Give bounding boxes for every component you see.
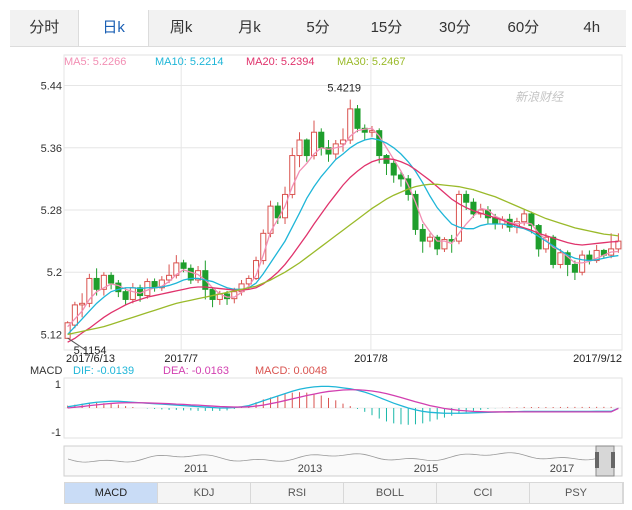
candle-body <box>180 262 187 269</box>
candle-body <box>289 155 296 195</box>
navigator-series <box>67 452 597 463</box>
candle-body <box>419 228 426 242</box>
candle-body <box>93 277 100 290</box>
ma-legend-2: MA20: 5.2394 <box>246 56 315 68</box>
macd-value-label: MACD: 0.0048 <box>255 365 327 377</box>
candle-body <box>303 139 310 157</box>
candle-body <box>455 193 462 242</box>
candle-body <box>296 139 303 157</box>
candle-body <box>521 213 528 223</box>
candle-body <box>274 205 281 219</box>
tab-indicator-macd[interactable]: MACD <box>65 483 158 503</box>
candle-body <box>318 131 325 149</box>
candle-body <box>593 249 600 262</box>
candle-body <box>129 287 136 300</box>
y-tick-label: 5.28 <box>41 205 62 217</box>
candle-body <box>325 147 332 155</box>
candle-body <box>187 267 194 281</box>
tab-period-2[interactable]: 周k <box>169 19 193 36</box>
candle-body <box>441 239 448 250</box>
candle-body <box>209 288 216 300</box>
tab-period-8[interactable]: 4h <box>583 19 601 36</box>
navigator-year-label: 2015 <box>414 463 438 475</box>
y-tick-label: 5.36 <box>41 143 62 155</box>
macd-y-label-top: 1 <box>55 379 61 391</box>
tab-period-4[interactable]: 5分 <box>306 19 330 36</box>
tab-period-5[interactable]: 15分 <box>370 19 403 36</box>
x-axis-label: 2017/9/12 <box>573 353 622 365</box>
tab-indicator-boll[interactable]: BOLL <box>344 483 437 503</box>
tab-period-7[interactable]: 60分 <box>507 19 540 36</box>
tab-indicator-psy[interactable]: PSY <box>530 483 623 503</box>
ma-legend-3: MA30: 5.2467 <box>337 56 406 68</box>
candle-body <box>571 263 578 273</box>
macd-dif-label: DIF: -0.0139 <box>73 365 134 377</box>
candle-body <box>434 236 441 250</box>
tab-indicator-rsi[interactable]: RSI <box>251 483 344 503</box>
macd-title: MACD <box>30 365 62 377</box>
candle-body <box>122 291 129 300</box>
candle-body <box>347 108 354 141</box>
ma30-line <box>67 183 619 336</box>
candle-body <box>245 277 252 285</box>
tab-period-3[interactable]: 月k <box>238 19 261 36</box>
min-price-pointer <box>67 337 86 351</box>
candle-body <box>412 193 419 230</box>
x-axis-label: 2017/6/13 <box>66 353 115 365</box>
max-price-label: 5.4219 <box>327 83 361 95</box>
candle-body <box>579 254 586 273</box>
candle-body <box>557 252 564 265</box>
y-tick-label: 5.44 <box>41 81 62 93</box>
tab-period-1[interactable]: 日k <box>78 10 149 46</box>
tab-indicator-cci[interactable]: CCI <box>437 483 530 503</box>
tab-period-0[interactable]: 分时 <box>29 19 60 36</box>
indicator-tabs: MACD KDJ RSI BOLL CCI PSY <box>64 482 624 504</box>
candle-body <box>426 236 433 242</box>
y-tick-label: 5.12 <box>41 329 62 341</box>
period-tabs: 分时 日k 周k 月k 5分 15分 30分 60分 4h <box>10 10 626 47</box>
x-axis-label: 2017/8 <box>354 353 388 365</box>
tab-indicator-kdj[interactable]: KDJ <box>158 483 251 503</box>
candle-body <box>463 193 470 203</box>
navigator-year-label: 2017 <box>550 463 574 475</box>
macd-y-label-bottom: -1 <box>51 427 61 439</box>
ma20-line <box>67 158 619 343</box>
ma10-line <box>67 137 619 335</box>
min-price-label: 5.1154 <box>74 345 107 357</box>
candle-body <box>108 274 115 284</box>
watermark: 新浪财经 <box>515 90 565 104</box>
ma-legend-0: MA5: 5.2266 <box>64 56 126 68</box>
tab-period-6[interactable]: 30分 <box>439 19 471 36</box>
navigator-track[interactable] <box>63 445 623 477</box>
navigator-year-label: 2011 <box>184 463 208 475</box>
navigator-year-label: 2013 <box>298 463 322 475</box>
candle-body <box>550 236 557 265</box>
candle-body <box>390 162 397 176</box>
candle-body <box>100 274 107 290</box>
ma-legend-1: MA10: 5.2214 <box>155 56 224 68</box>
x-axis-label: 2017/7 <box>164 353 198 365</box>
candle-body <box>71 304 78 326</box>
candle-body <box>354 108 361 129</box>
navigator-handle-right[interactable] <box>611 452 615 468</box>
candle-body <box>310 131 318 157</box>
y-tick-label: 5.2 <box>47 267 62 279</box>
candle-body <box>166 274 173 281</box>
candle-body <box>79 302 86 306</box>
candle-body <box>528 213 535 227</box>
candle-body <box>376 130 383 157</box>
candle-body <box>470 201 477 215</box>
navigator-handle-left[interactable] <box>595 452 599 468</box>
candle-body <box>332 143 339 155</box>
candle-body <box>615 240 622 250</box>
candle-body <box>535 225 542 250</box>
dea-line <box>67 389 619 413</box>
macd-dea-label: DEA: -0.0163 <box>163 365 229 377</box>
candle-body <box>86 277 93 304</box>
